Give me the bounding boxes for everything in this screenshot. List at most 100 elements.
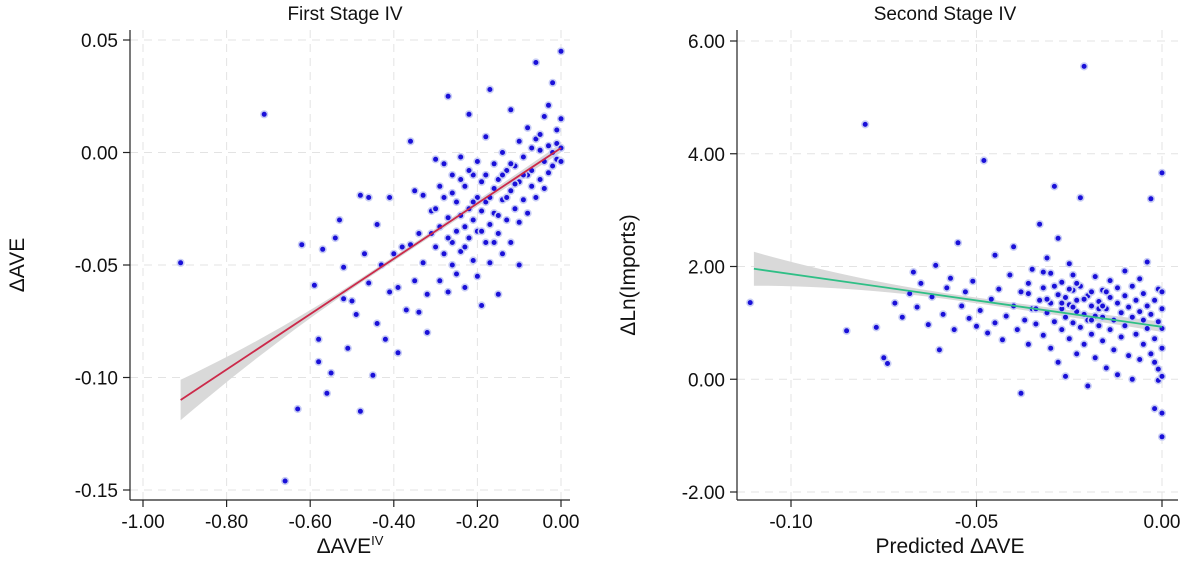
- data-point: [1050, 182, 1059, 191]
- data-point: [556, 114, 566, 123]
- data-point: [1016, 389, 1026, 398]
- data-point: [1139, 340, 1148, 349]
- data-point: [368, 371, 378, 380]
- data-point: [414, 308, 424, 317]
- data-point: [1098, 336, 1107, 346]
- data-point: [318, 245, 327, 254]
- data-point: [1053, 290, 1063, 299]
- data-point: [1146, 194, 1155, 203]
- grid-second-stage: [737, 30, 1178, 500]
- data-point: [464, 233, 474, 243]
- regression-line: [753, 267, 1163, 328]
- confidence-band: [180, 143, 561, 421]
- data-point: [1053, 358, 1063, 367]
- data-point: [347, 296, 357, 306]
- data-point: [535, 146, 545, 155]
- data-point: [1065, 259, 1074, 268]
- data-point: [460, 182, 470, 191]
- data-point: [460, 222, 470, 231]
- data-point: [481, 132, 490, 141]
- data-point: [389, 249, 398, 258]
- y-tick-label: 6.00: [688, 32, 725, 53]
- data-point: [935, 345, 944, 355]
- data-point: [506, 238, 515, 247]
- x-tick-label: -0.05: [955, 512, 998, 533]
- data-point: [1150, 296, 1159, 305]
- data-point: [506, 105, 515, 114]
- data-point: [423, 328, 432, 337]
- data-point: [909, 268, 918, 277]
- data-point: [946, 274, 955, 283]
- data-point: [1050, 282, 1059, 291]
- data-point: [448, 170, 457, 180]
- chart-title-first-stage: First Stage IV: [287, 4, 402, 25]
- data-point: [444, 92, 453, 101]
- data-point: [419, 191, 428, 200]
- data-point: [439, 159, 449, 168]
- data-point: [477, 206, 486, 216]
- data-point: [1113, 299, 1122, 308]
- data-point: [1120, 291, 1129, 300]
- data-point: [1094, 321, 1103, 330]
- data-point: [931, 261, 940, 270]
- data-point: [1139, 316, 1148, 325]
- y-tick-label: -0.15: [75, 481, 118, 502]
- x-tick-label: -0.10: [769, 512, 812, 533]
- data-point: [544, 141, 553, 150]
- data-point: [1050, 317, 1059, 326]
- data-point: [556, 47, 566, 56]
- data-point: [1061, 293, 1070, 302]
- data-point: [1150, 334, 1159, 343]
- data-point: [1068, 318, 1078, 328]
- data-point: [746, 298, 755, 307]
- data-point: [481, 170, 490, 180]
- data-point: [1057, 278, 1066, 287]
- data-point: [883, 359, 892, 368]
- data-point: [953, 238, 963, 247]
- data-point: [364, 193, 373, 202]
- data-point: [1135, 307, 1144, 316]
- data-point: [331, 233, 340, 243]
- data-point: [1057, 325, 1066, 334]
- data-point: [498, 249, 507, 258]
- y-tick-label: 0.00: [81, 144, 118, 165]
- data-point: [460, 242, 470, 252]
- data-point: [393, 283, 403, 292]
- data-point: [1102, 363, 1111, 373]
- data-point: [942, 283, 951, 293]
- data-point: [552, 125, 561, 135]
- data-point: [469, 215, 478, 225]
- data-point: [431, 242, 440, 252]
- y-tick-label: -0.10: [75, 369, 118, 390]
- x-tick-label: -0.60: [289, 512, 332, 533]
- data-point: [1157, 304, 1167, 313]
- data-point: [339, 294, 348, 303]
- data-point: [456, 152, 465, 162]
- data-point: [1053, 234, 1063, 243]
- data-point: [1072, 279, 1081, 288]
- data-point: [502, 193, 511, 202]
- data-point: [523, 123, 532, 132]
- data-point: [1157, 409, 1167, 418]
- data-point: [1131, 296, 1141, 305]
- data-point: [1079, 295, 1089, 304]
- data-point: [356, 191, 365, 200]
- data-point: [1039, 283, 1048, 293]
- data-point: [990, 251, 1000, 260]
- chart-title-second-stage: Second Stage IV: [874, 4, 1017, 25]
- data-point: [297, 240, 306, 249]
- data-point: [498, 170, 507, 180]
- data-point: [979, 156, 989, 165]
- y-axis-label-first-stage: ΔAVE: [6, 238, 29, 293]
- data-point: [339, 263, 348, 272]
- axes-first-stage: -0.15 -0.10 -0.05 0.00 0.05 -1.00 -0.80 -0.60 -0…: [75, 30, 579, 533]
- data-point: [964, 314, 974, 323]
- data-point: [535, 130, 545, 139]
- data-point: [473, 272, 482, 281]
- data-point: [872, 323, 881, 332]
- data-point: [1157, 344, 1167, 353]
- data-point: [1013, 325, 1022, 334]
- data-point: [540, 112, 549, 121]
- data-point: [469, 256, 478, 265]
